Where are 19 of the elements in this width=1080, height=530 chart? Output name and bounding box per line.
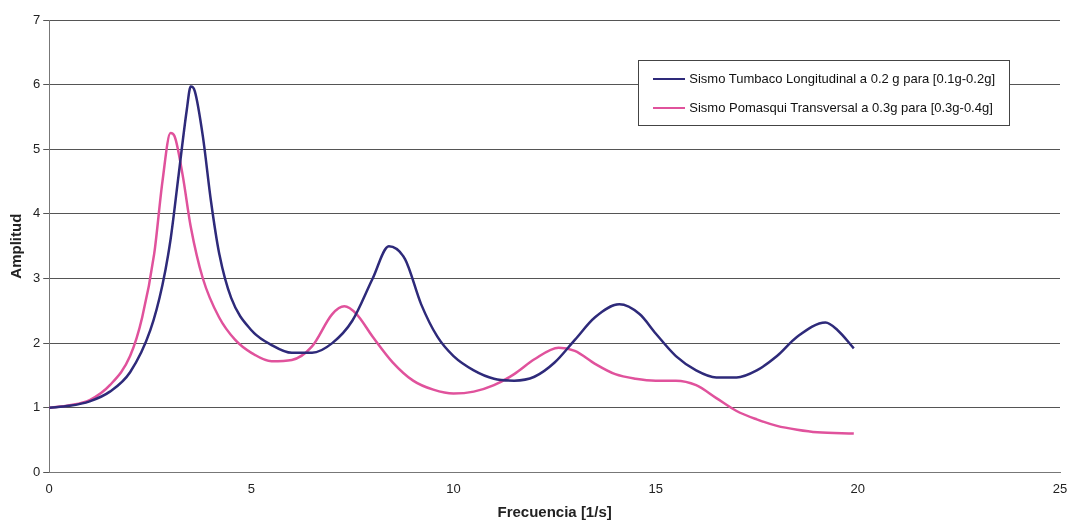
x-tick-label: 15: [648, 480, 663, 496]
y-tick-label: 2: [33, 334, 41, 350]
x-tick-label: 25: [1052, 480, 1068, 496]
y-tick-label: 7: [33, 11, 41, 27]
x-axis-title: Frecuencia [1/s]: [497, 503, 612, 521]
x-tick-label: 5: [247, 480, 255, 496]
y-tick-label: 0: [33, 463, 41, 479]
y-tick-label: 5: [33, 140, 41, 156]
legend-label: Sismo Pomasqui Transversal a 0.3g para [0.3g-0.4g]: [689, 100, 993, 115]
y-axis-title: Amplitud: [7, 213, 25, 279]
y-tick-label: 1: [33, 399, 41, 415]
x-tick-label: 20: [850, 480, 866, 496]
y-tick-label: 4: [33, 205, 41, 221]
legend-label: Sismo Tumbaco Longitudinal a 0.2 g para [0.1g-0.2g]: [689, 71, 995, 86]
x-tick-label: 0: [45, 480, 53, 496]
line-series: [49, 85, 856, 410]
y-tick-label: 6: [33, 76, 41, 92]
x-tick-label: 10: [446, 480, 461, 496]
y-tick-label: 3: [33, 270, 41, 286]
